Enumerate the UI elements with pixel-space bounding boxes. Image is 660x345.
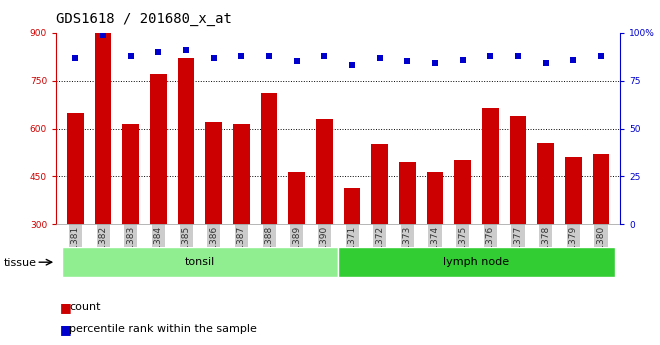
Point xyxy=(430,61,440,66)
Bar xyxy=(123,124,139,320)
Bar xyxy=(61,247,338,277)
Point xyxy=(346,62,357,68)
Bar xyxy=(427,171,444,320)
Text: ■: ■ xyxy=(59,300,71,314)
Point xyxy=(541,61,551,66)
Bar xyxy=(316,119,333,320)
Point xyxy=(98,32,108,38)
Point xyxy=(292,59,302,64)
Bar xyxy=(233,124,249,320)
Point xyxy=(264,53,275,59)
Point xyxy=(485,53,496,59)
Text: GDS1618 / 201680_x_at: GDS1618 / 201680_x_at xyxy=(56,12,232,26)
Point xyxy=(568,57,579,62)
Bar xyxy=(372,145,388,320)
Bar xyxy=(455,160,471,320)
Point xyxy=(181,47,191,53)
Bar xyxy=(565,157,581,320)
Bar xyxy=(178,58,195,320)
Bar xyxy=(261,93,277,320)
Point xyxy=(374,55,385,60)
Point xyxy=(457,57,468,62)
Point xyxy=(209,55,219,60)
Bar xyxy=(205,122,222,320)
Text: tissue: tissue xyxy=(3,258,36,268)
Point xyxy=(319,53,330,59)
Text: ■: ■ xyxy=(59,323,71,336)
Point xyxy=(70,55,81,60)
Point xyxy=(153,49,164,55)
Text: tonsil: tonsil xyxy=(185,257,215,267)
Bar xyxy=(593,154,609,320)
Point xyxy=(596,53,607,59)
Bar xyxy=(95,33,112,320)
Bar xyxy=(150,74,167,320)
Bar xyxy=(67,112,84,320)
Point xyxy=(513,53,523,59)
Text: percentile rank within the sample: percentile rank within the sample xyxy=(69,325,257,334)
Bar xyxy=(288,171,305,320)
Bar xyxy=(482,108,499,320)
Text: lymph node: lymph node xyxy=(444,257,510,267)
Bar xyxy=(338,247,615,277)
Bar xyxy=(537,143,554,320)
Text: count: count xyxy=(69,302,101,312)
Bar xyxy=(344,188,360,320)
Bar xyxy=(510,116,527,320)
Point xyxy=(236,53,247,59)
Point xyxy=(125,53,136,59)
Bar xyxy=(399,162,416,320)
Point xyxy=(402,59,412,64)
